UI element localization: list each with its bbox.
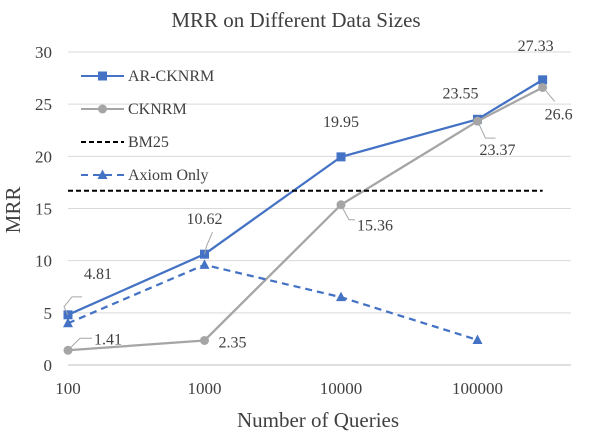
y-tick-label: 25 xyxy=(35,95,52,114)
y-axis-title: MRR xyxy=(1,187,25,234)
data-label-cknrm: 23.37 xyxy=(480,142,516,159)
data-label-ar-cknrm: 10.62 xyxy=(187,211,223,228)
data-labels: 4.81 10.62 19.95 23.55 27.33 1.41 2.35 15.36 23.… xyxy=(63,38,573,351)
data-point-axiom-only xyxy=(199,259,210,269)
series-cknrm xyxy=(63,82,548,355)
leader-line xyxy=(477,120,496,139)
x-tick-label: 100000 xyxy=(452,379,503,398)
data-label-cknrm: 2.35 xyxy=(219,334,247,351)
legend-label: Axiom Only xyxy=(128,167,208,184)
data-point-axiom-only xyxy=(336,291,346,302)
legend-swatch-marker xyxy=(97,169,108,179)
leader-line xyxy=(340,204,355,221)
data-point-axiom-only xyxy=(472,334,483,344)
data-label-cknrm: 15.36 xyxy=(357,218,393,235)
legend-swatch-marker xyxy=(98,104,107,114)
legend-item-axiom-only: Axiom Only xyxy=(81,167,208,184)
data-point-ar-cknrm xyxy=(336,152,346,162)
legend-swatch-marker xyxy=(98,71,107,81)
y-tick-label: 5 xyxy=(44,304,53,323)
x-tick-label: 100 xyxy=(55,379,81,398)
data-label-cknrm: 1.41 xyxy=(94,331,122,348)
y-tick-label: 30 xyxy=(35,43,52,62)
data-label-ar-cknrm: 4.81 xyxy=(84,266,112,283)
chart-title: MRR on Different Data Sizes xyxy=(171,8,420,32)
series-line-cknrm xyxy=(67,86,544,352)
data-label-ar-cknrm: 27.33 xyxy=(518,38,554,55)
leader-line xyxy=(63,296,82,316)
y-tick-label: 20 xyxy=(35,147,52,166)
legend: AR-CKNRM CKNRM BM25 Axiom Only xyxy=(81,68,214,184)
series-axiom-only xyxy=(63,259,483,344)
legend-item-cknrm: CKNRM xyxy=(81,101,187,118)
legend-label: AR-CKNRM xyxy=(128,68,214,85)
legend-item-bm25: BM25 xyxy=(81,134,169,151)
data-point-cknrm xyxy=(200,335,209,345)
data-label-cknrm: 26.6 xyxy=(545,106,573,123)
x-tick-label: 10000 xyxy=(320,379,363,398)
legend-label: CKNRM xyxy=(128,101,187,118)
x-tick-labels: 100 1000 10000 100000 xyxy=(55,379,503,398)
x-axis-title: Number of Queries xyxy=(237,408,399,432)
data-label-ar-cknrm: 19.95 xyxy=(323,114,359,131)
legend-label: BM25 xyxy=(128,134,169,151)
data-point-ar-cknrm xyxy=(538,75,548,85)
grid xyxy=(68,51,571,366)
x-tick-label: 1000 xyxy=(188,379,222,398)
data-point-axiom-only xyxy=(63,317,73,328)
leader-line xyxy=(204,232,213,255)
y-tick-label: 0 xyxy=(44,356,53,375)
series-line-axiom-only xyxy=(67,263,478,342)
leader-line xyxy=(542,87,556,102)
y-tick-labels: 0 5 10 15 20 25 30 xyxy=(35,43,52,375)
data-label-ar-cknrm: 23.55 xyxy=(443,85,479,102)
leader-line xyxy=(67,337,92,351)
y-tick-label: 10 xyxy=(35,252,52,271)
y-tick-label: 15 xyxy=(35,200,52,219)
legend-item-ar-cknrm: AR-CKNRM xyxy=(81,68,214,85)
